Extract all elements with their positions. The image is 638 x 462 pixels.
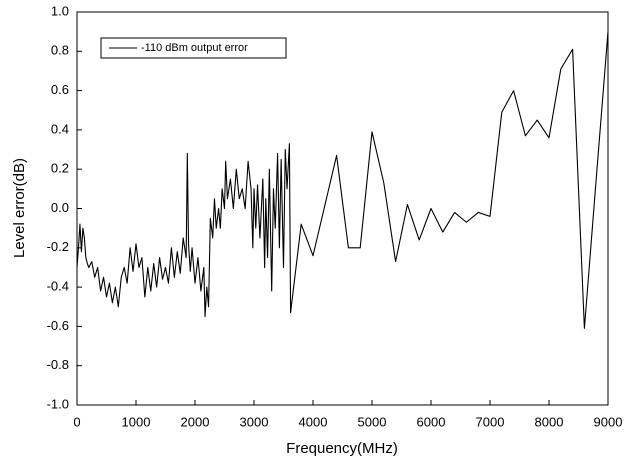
x-tick-label: 1000 <box>122 414 151 429</box>
legend-box <box>100 37 287 59</box>
series-line <box>76 31 609 329</box>
y-tick-label: 1.0 <box>51 3 69 18</box>
x-tick-label: 0 <box>73 414 80 429</box>
x-tick-label: 9000 <box>594 414 623 429</box>
y-axis-title: Level error(dB) <box>11 158 28 258</box>
x-tick-label: 6000 <box>417 414 446 429</box>
plot-frame <box>76 11 609 406</box>
legend-label: -110 dBm output error <box>141 42 248 54</box>
x-tick-label: 2000 <box>181 414 210 429</box>
x-tick-label: 5000 <box>358 414 387 429</box>
y-tick-label: 0.2 <box>51 161 69 176</box>
y-tick-label: 0.6 <box>51 82 69 97</box>
y-tick-label: -1.0 <box>47 396 69 411</box>
y-tick-label: -0.6 <box>47 318 69 333</box>
y-tick-label: 0.0 <box>51 200 69 215</box>
x-tick-label: 8000 <box>535 414 564 429</box>
x-tick-label: 3000 <box>240 414 269 429</box>
x-tick-label: 7000 <box>476 414 505 429</box>
y-tick-label: -0.2 <box>47 239 69 254</box>
x-tick-label: 4000 <box>299 414 328 429</box>
y-tick-label: 0.8 <box>51 43 69 58</box>
x-axis-title: Frequency(MHz) <box>286 440 398 457</box>
y-tick-label: -0.8 <box>47 357 69 372</box>
y-tick-label: -0.4 <box>47 279 69 294</box>
y-tick-label: 0.4 <box>51 121 69 136</box>
